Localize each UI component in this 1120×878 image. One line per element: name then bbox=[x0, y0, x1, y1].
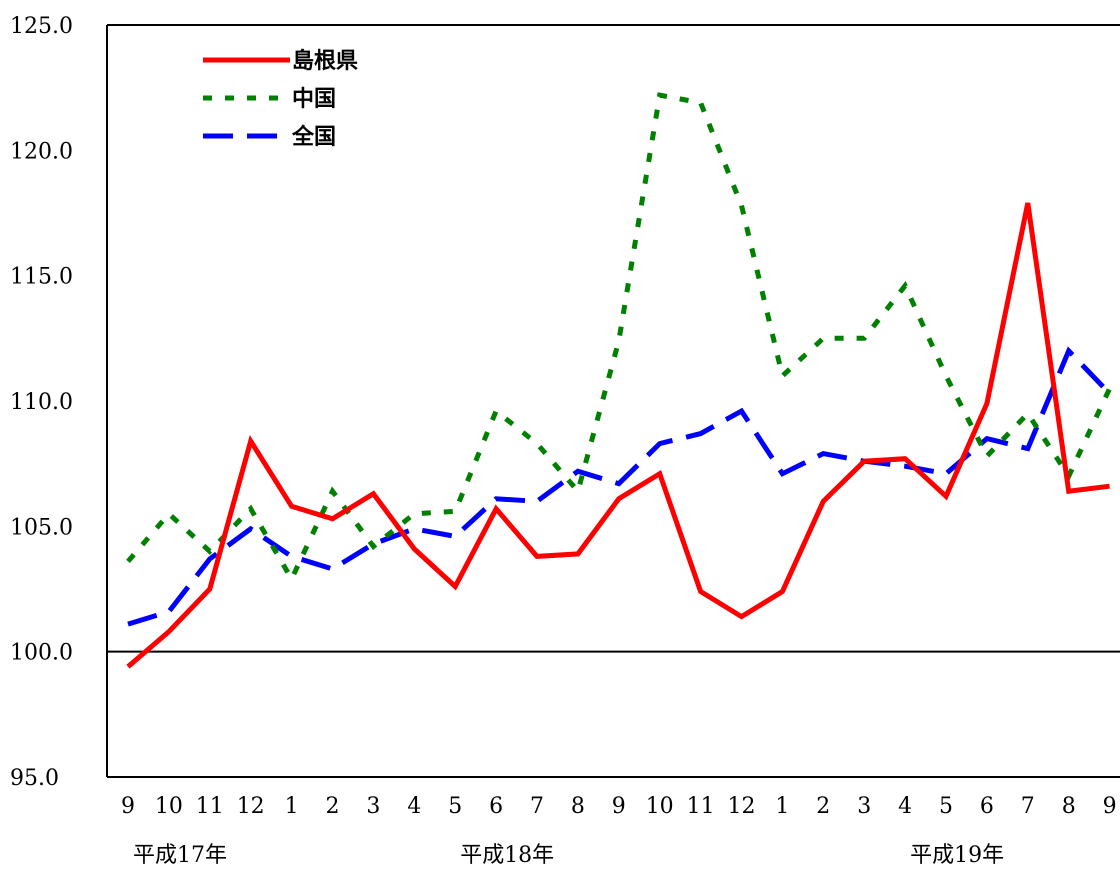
x-tick-label: 5 bbox=[448, 794, 462, 819]
x-tick-label: 9 bbox=[121, 794, 135, 819]
x-tick-label: 11 bbox=[687, 794, 715, 819]
x-tick-label: 3 bbox=[366, 794, 380, 819]
x-tick-label: 1 bbox=[285, 794, 299, 819]
series-layer bbox=[126, 92, 1112, 669]
x-tick-label: 11 bbox=[196, 794, 224, 819]
x-tick-label: 2 bbox=[816, 794, 830, 819]
x-tick-label: 8 bbox=[1062, 794, 1076, 819]
x-tick-label: 6 bbox=[489, 794, 503, 819]
x-tick-label: 8 bbox=[571, 794, 585, 819]
y-tick-label: 95.0 bbox=[10, 766, 59, 791]
x-tick-label: 9 bbox=[612, 794, 626, 819]
year-labels: 平成17年 平成18年 平成19年 bbox=[133, 843, 1004, 868]
x-tick-label: 4 bbox=[898, 794, 912, 819]
x-tick-label: 12 bbox=[728, 794, 756, 819]
series-line-1 bbox=[126, 92, 1112, 585]
y-axis-labels: 95.0 100.0 105.0 110.0 115.0 120.0 125.0 bbox=[10, 14, 73, 791]
x-tick-label: 12 bbox=[237, 794, 265, 819]
x-tick-label: 10 bbox=[646, 794, 674, 819]
x-tick-label: 5 bbox=[939, 794, 953, 819]
x-tick-label: 6 bbox=[980, 794, 994, 819]
legend-label: 全国 bbox=[291, 124, 336, 150]
legend-label: 中国 bbox=[292, 87, 336, 112]
x-tick-label: 7 bbox=[530, 794, 544, 819]
x-tick-label: 2 bbox=[326, 794, 340, 819]
y-tick-label: 100.0 bbox=[10, 641, 73, 666]
x-tick-label: 3 bbox=[857, 794, 871, 819]
legend-label: 島根県 bbox=[292, 48, 358, 74]
y-tick-label: 120.0 bbox=[10, 139, 73, 164]
year-label: 平成19年 bbox=[910, 843, 1004, 868]
x-tick-label: 9 bbox=[1103, 794, 1117, 819]
x-tick-label: 7 bbox=[1021, 794, 1035, 819]
year-label: 平成17年 bbox=[133, 843, 227, 868]
x-axis-labels: 9 10 11 12 1 2 3 4 5 6 7 8 9 10 11 12 1 2 3 4 5 6 7 8 9 bbox=[121, 794, 1117, 819]
y-tick-label: 115.0 bbox=[10, 265, 73, 290]
year-label: 平成18年 bbox=[460, 843, 554, 868]
series-line-2 bbox=[127, 346, 1112, 627]
y-tick-label: 110.0 bbox=[10, 390, 73, 415]
x-tick-label: 1 bbox=[775, 794, 789, 819]
y-tick-label: 125.0 bbox=[10, 14, 73, 39]
x-tick-label: 4 bbox=[407, 794, 421, 819]
x-tick-label: 10 bbox=[155, 794, 183, 819]
y-tick-label: 105.0 bbox=[10, 515, 73, 540]
series-line-0 bbox=[126, 202, 1110, 669]
